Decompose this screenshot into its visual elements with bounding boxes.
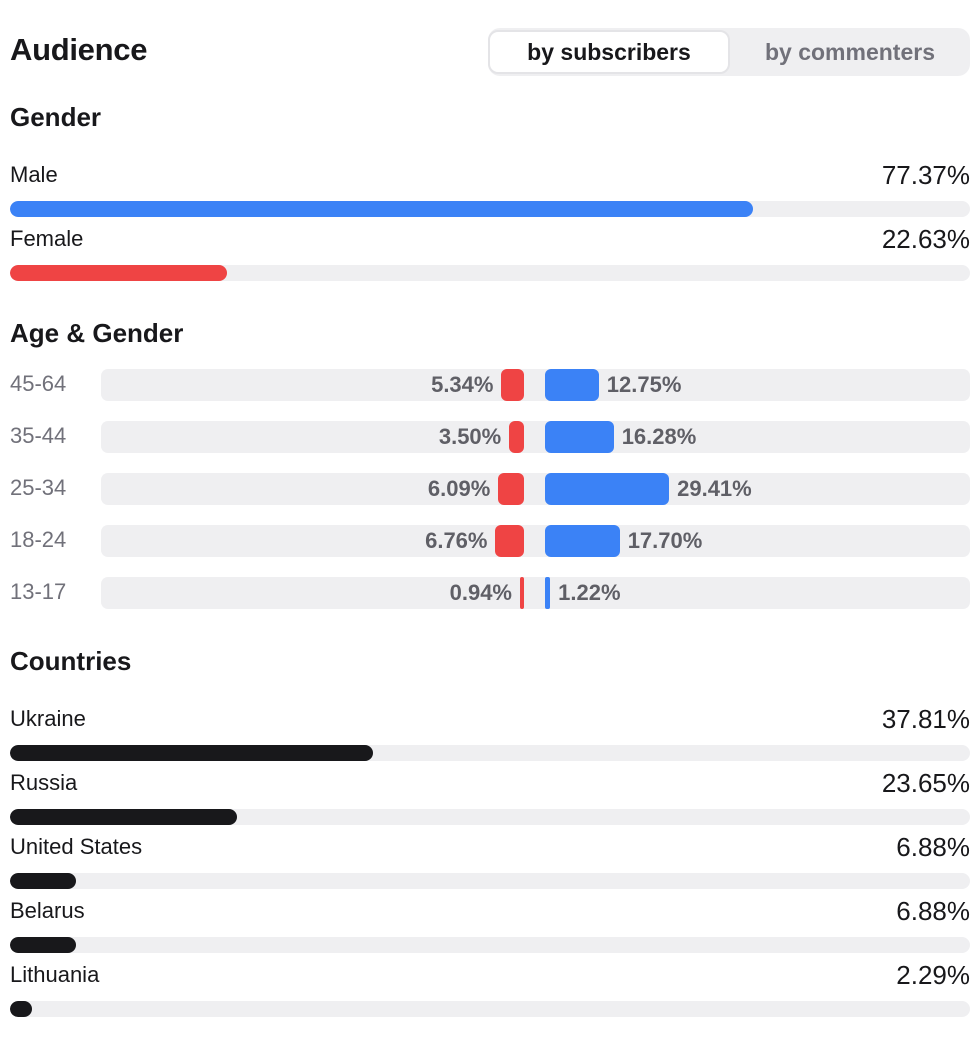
age-track [101,473,970,505]
male-pct-label: 12.75% [606,372,682,397]
age-label: 13-17 [10,579,67,604]
gender-track [10,201,970,217]
gender-label: Male [10,162,58,187]
gender-section-title: Gender [10,102,102,132]
country-track [10,937,970,953]
female-bar [509,421,524,453]
country-label: United States [10,834,143,859]
female-bar [520,577,524,609]
age-label: 35-44 [10,423,67,448]
country-value: 2.29% [896,960,970,990]
male-pct-label: 1.22% [558,580,621,605]
country-bar [10,745,373,761]
age-track [101,577,970,609]
age-label: 45-64 [10,371,67,396]
country-label: Ukraine [10,706,86,731]
country-row: Belarus 6.88% [10,896,970,958]
countries-section-title: Countries [10,646,132,676]
male-pct-label: 29.41% [677,476,752,501]
country-value: 23.65% [881,768,970,798]
country-label: Belarus [10,898,85,923]
age-track [101,525,970,557]
age-row: 45-64 5.34% 12.75% [10,369,970,401]
female-pct-label: 0.94% [449,580,512,605]
male-bar [545,421,614,453]
age-row: 25-34 6.09% 29.41% [10,473,970,505]
female-pct-label: 3.50% [438,424,502,449]
country-value: 6.88% [896,832,970,862]
country-value: 6.88% [896,896,970,926]
male-bar [545,369,599,401]
country-label: Russia [10,770,78,795]
age-gender-section-title: Age & Gender [10,318,184,348]
country-bar [10,937,77,953]
male-pct-label: 16.28% [621,424,697,449]
age-track [101,421,970,453]
by-subscribers-button[interactable]: by subscribers [488,30,730,74]
country-bar [10,873,77,889]
country-track [10,809,970,825]
female-pct-label: 6.09% [427,476,491,501]
gender-row-male: Male 77.37% [10,160,970,222]
male-bar [545,525,620,557]
country-bar [10,809,238,825]
country-track [10,1001,970,1017]
country-label: Lithuania [10,962,100,987]
gender-value: 22.63% [881,224,970,254]
country-track [10,745,970,761]
age-track [101,369,970,401]
female-bar [495,525,524,557]
audience-header: Audience by subscribers by commenters [10,28,970,76]
female-bar [501,369,524,401]
female-bar [498,473,524,505]
female-pct-label: 5.34% [431,372,494,397]
male-bar [545,473,670,505]
page-title: Audience [10,32,148,67]
gender-row-female: Female 22.63% [10,224,970,286]
gender-value: 77.37% [881,160,970,190]
age-label: 25-34 [10,475,67,500]
country-row: Ukraine 37.81% [10,704,970,766]
male-bar [545,577,551,609]
by-commenters-button[interactable]: by commenters [764,39,935,65]
age-row: 13-17 0.94% 1.22% [10,577,970,609]
gender-label: Female [10,226,84,251]
female-pct-label: 6.76% [425,528,488,553]
male-pct-label: 17.70% [627,528,703,553]
age-row: 18-24 6.76% 17.70% [10,525,970,557]
country-row: United States 6.88% [10,832,970,894]
age-row: 35-44 3.50% 16.28% [10,421,970,453]
gender-track [10,265,970,281]
country-value: 37.81% [881,704,970,734]
country-row: Lithuania 2.29% [10,960,970,1022]
audience-source-toggle: by subscribers by commenters [488,28,970,76]
country-row: Russia 23.65% [10,768,970,830]
country-track [10,873,970,889]
country-bar [10,1001,32,1017]
age-label: 18-24 [10,527,67,552]
gender-bar-male [10,201,753,217]
gender-bar-female [10,265,228,281]
